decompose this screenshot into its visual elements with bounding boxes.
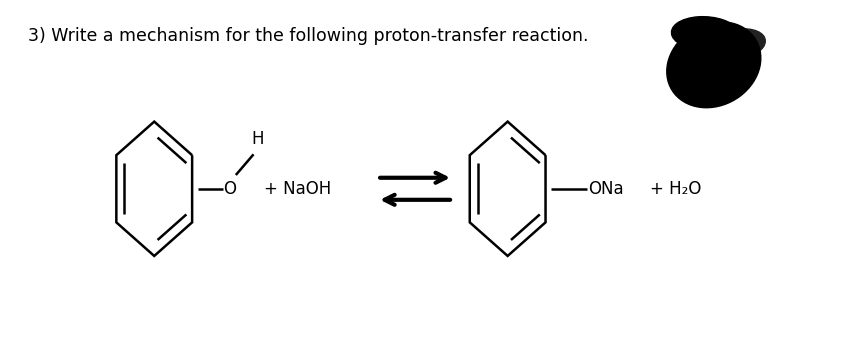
Text: O: O (224, 180, 236, 198)
Text: 3) Write a mechanism for the following proton-transfer reaction.: 3) Write a mechanism for the following p… (28, 27, 589, 45)
Text: + NaOH: + NaOH (263, 180, 331, 198)
Text: + H₂O: + H₂O (650, 180, 701, 198)
Text: ONa: ONa (589, 180, 624, 198)
Ellipse shape (672, 17, 739, 51)
Ellipse shape (713, 29, 766, 59)
Text: H: H (252, 130, 264, 148)
Ellipse shape (667, 22, 761, 108)
